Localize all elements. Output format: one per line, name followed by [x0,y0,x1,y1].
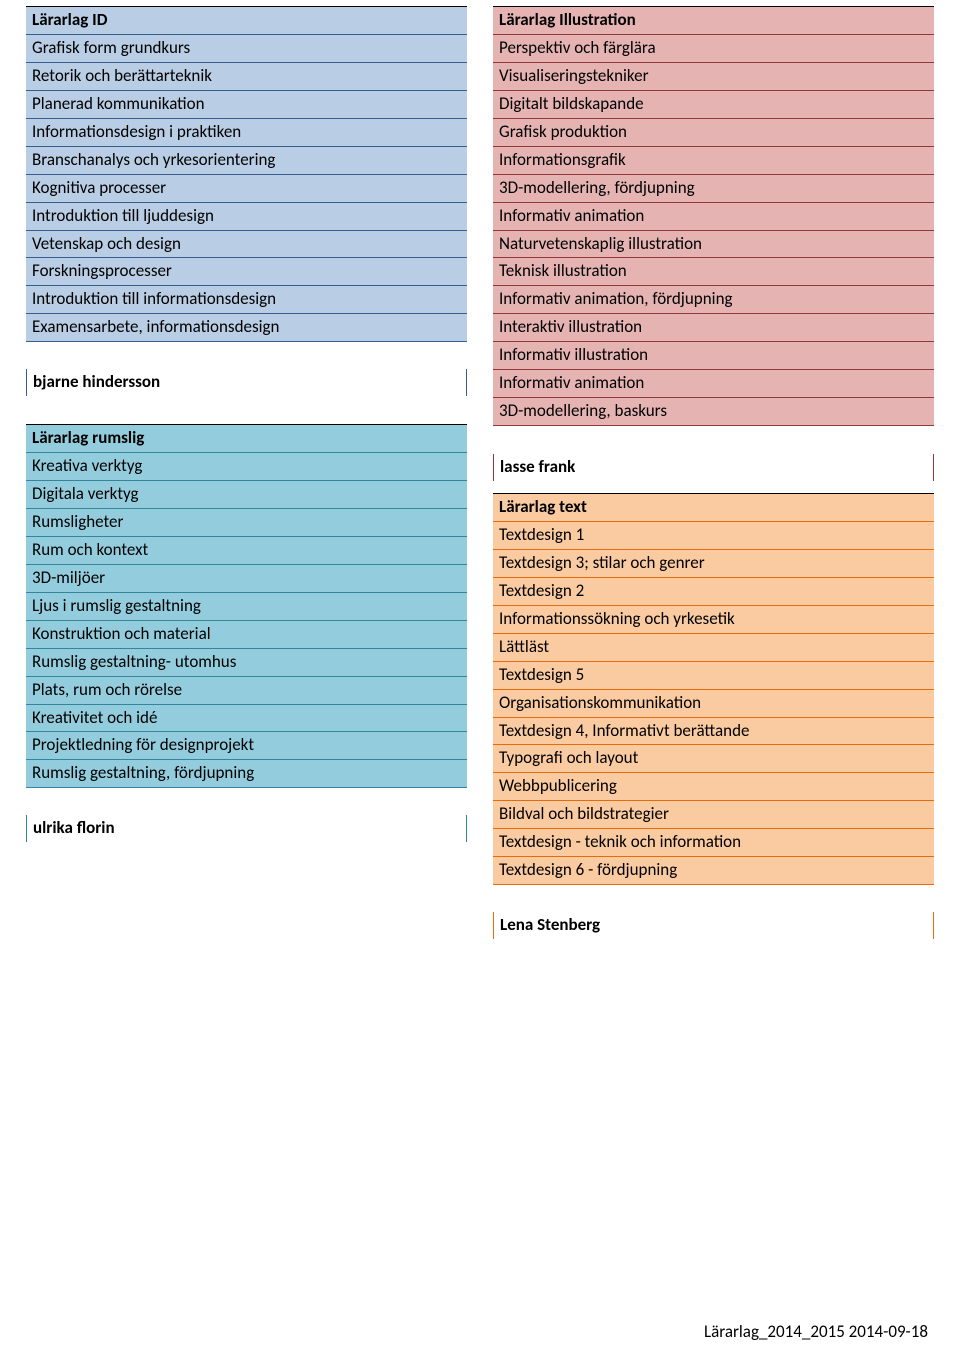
blank-row [26,342,467,369]
course-row: Planerad kommunikation [26,91,467,119]
course-row: Rumslig gestaltning, fördjupning [26,760,467,788]
course-block: lasse frank [493,454,934,481]
course-row: Introduktion till informationsdesign [26,286,467,314]
course-row: Informativ animation, fördjupning [493,286,934,314]
course-row: Informativ animation [493,370,934,398]
course-row: Konstruktion och material [26,621,467,649]
blank-row [493,885,934,912]
course-row: Informationssökning och yrkesetik [493,606,934,634]
course-row: Naturvetenskaplig illustration [493,231,934,259]
block-header: Lärarlag ID [26,6,467,35]
person-name: Lena Stenberg [493,912,934,939]
course-row: 3D-modellering, fördjupning [493,175,934,203]
course-row: Digitala verktyg [26,481,467,509]
section-gap [26,402,467,424]
person-name: ulrika florin [26,815,467,842]
course-row: 3D-modellering, baskurs [493,398,934,426]
block-header: Lärarlag Illustration [493,6,934,35]
course-row: Textdesign 2 [493,578,934,606]
course-row: Teknisk illustration [493,258,934,286]
course-row: Textdesign 4, Informativt berättande [493,718,934,746]
course-row: Webbpublicering [493,773,934,801]
course-row: Rum och kontext [26,537,467,565]
course-row: Interaktiv illustration [493,314,934,342]
course-row: Textdesign 3; stilar och genrer [493,550,934,578]
course-block: Lärarlag textTextdesign 1Textdesign 3; s… [493,493,934,939]
course-row: 3D-miljöer [26,565,467,593]
course-row: Informationsgrafik [493,147,934,175]
course-row: Rumsligheter [26,509,467,537]
course-row: Bildval och bildstrategier [493,801,934,829]
person-name: bjarne hindersson [26,369,467,396]
course-row: Vetenskap och design [26,231,467,259]
course-row: Examensarbete, informationsdesign [26,314,467,342]
course-block: Lärarlag IllustrationPerspektiv och färg… [493,6,934,426]
course-row: Forskningsprocesser [26,258,467,286]
course-row: Textdesign - teknik och information [493,829,934,857]
course-row: Kreativitet och idé [26,705,467,733]
course-row: Textdesign 6 - fördjupning [493,857,934,885]
footer-text: Lärarlag_2014_2015 2014-09-18 [704,1321,928,1342]
blank-row [26,788,467,815]
course-row: Textdesign 5 [493,662,934,690]
course-row: Organisationskommunikation [493,690,934,718]
course-row: Informativ animation [493,203,934,231]
course-row: Plats, rum och rörelse [26,677,467,705]
course-row: Rumslig gestaltning- utomhus [26,649,467,677]
course-row: Grafisk form grundkurs [26,35,467,63]
block-header: Lärarlag rumslig [26,424,467,453]
person-name: lasse frank [493,454,934,481]
course-row: Visualiseringstekniker [493,63,934,91]
course-row: Informationsdesign i praktiken [26,119,467,147]
section-gap [493,432,934,454]
course-row: Kognitiva processer [26,175,467,203]
course-row: Introduktion till ljuddesign [26,203,467,231]
course-row: Typografi och layout [493,745,934,773]
course-block: Lärarlag rumsligKreativa verktygDigitala… [26,424,467,842]
left-column: Lärarlag IDGrafisk form grundkursRetorik… [26,6,467,945]
course-row: Branschanalys och yrkesorientering [26,147,467,175]
course-row: Grafisk produktion [493,119,934,147]
course-row: Textdesign 1 [493,522,934,550]
course-row: Perspektiv och färglära [493,35,934,63]
course-row: Kreativa verktyg [26,453,467,481]
course-row: Projektledning för designprojekt [26,732,467,760]
page-grid: Lärarlag IDGrafisk form grundkursRetorik… [0,0,960,945]
course-row: Ljus i rumslig gestaltning [26,593,467,621]
block-header: Lärarlag text [493,493,934,522]
right-column: Lärarlag IllustrationPerspektiv och färg… [493,6,934,945]
course-block: Lärarlag IDGrafisk form grundkursRetorik… [26,6,467,396]
course-row: Digitalt bildskapande [493,91,934,119]
course-row: Lättläst [493,634,934,662]
course-row: Informativ illustration [493,342,934,370]
course-row: Retorik och berättarteknik [26,63,467,91]
